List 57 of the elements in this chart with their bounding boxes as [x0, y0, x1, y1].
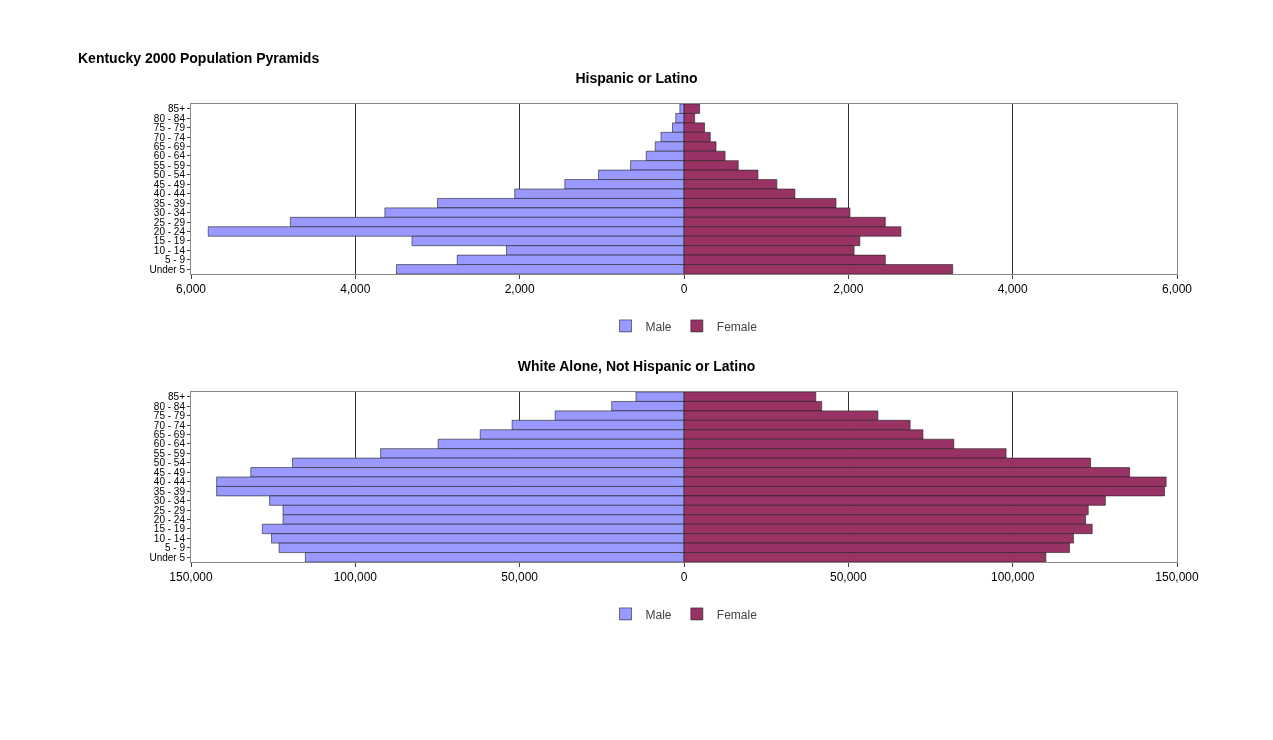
chart-title: White Alone, Not Hispanic or Latino [517, 357, 756, 374]
y-tick-label: 5 - 9 [164, 254, 186, 266]
y-tick-label: 15 - 19 [153, 235, 186, 247]
y-tick-label: Under 5 [149, 263, 186, 275]
y-tick-label: 25 - 29 [153, 504, 186, 516]
y-tick-label: 20 - 24 [153, 514, 186, 525]
y-tick-label: 25 - 29 [153, 216, 186, 228]
y-tick-label: 55 - 59 [153, 447, 186, 459]
y-tick-label: 40 - 44 [153, 476, 186, 488]
y-tick-label: 50 - 54 [153, 169, 186, 181]
y-tick-label: 85+ [168, 103, 186, 115]
legend-label: Female [716, 607, 758, 622]
chart-title: Kentucky 2000 Population Pyramids [78, 50, 320, 66]
y-tick-label: 35 - 39 [153, 197, 186, 209]
y-tick-label: 65 - 69 [153, 141, 186, 152]
y-tick-label: 10 - 14 [153, 532, 186, 544]
x-tick-label: 4,000 [997, 282, 1029, 297]
x-tick-label: 150,000 [1155, 570, 1200, 585]
x-tick-label: 6,000 [1161, 282, 1193, 297]
y-tick-label: 55 - 59 [153, 159, 186, 171]
legend-label: Female [716, 319, 758, 334]
x-tick-label: 50,000 [829, 570, 868, 585]
x-tick-label: 4,000 [340, 282, 371, 297]
y-tick-label: 15 - 19 [153, 523, 186, 535]
y-tick-label: 60 - 64 [153, 150, 186, 162]
y-tick-label: 65 - 69 [153, 429, 186, 440]
y-tick-label: 30 - 34 [153, 207, 186, 219]
y-tick-label: 20 - 24 [153, 226, 186, 237]
y-tick-label: 85+ [168, 391, 186, 403]
x-tick-label: 150,000 [169, 570, 214, 585]
chart-subtitle: Hispanic or Latino [575, 69, 698, 86]
x-tick-label: 2,000 [833, 282, 864, 297]
y-tick-label: 40 - 44 [153, 188, 186, 200]
y-tick-label: 60 - 64 [153, 438, 186, 450]
y-tick-label: 45 - 49 [153, 466, 186, 478]
x-tick-label: 2,000 [504, 282, 536, 297]
legend-label: Male [645, 319, 672, 334]
y-tick-label: 50 - 54 [153, 457, 186, 469]
y-tick-label: 80 - 84 [153, 112, 186, 124]
y-tick-label: 30 - 34 [153, 495, 186, 507]
y-tick-label: 45 - 49 [153, 178, 186, 190]
x-tick-label: 6,000 [175, 282, 207, 297]
y-tick-label: 10 - 14 [153, 244, 186, 256]
x-tick-label: 0 [680, 282, 688, 297]
y-tick-label: 35 - 39 [153, 485, 186, 497]
y-tick-label: 5 - 9 [164, 542, 186, 554]
y-tick-label: 70 - 74 [153, 131, 186, 143]
x-tick-label: 0 [680, 570, 688, 585]
x-tick-label: 100,000 [333, 570, 378, 585]
y-tick-label: 80 - 84 [153, 400, 186, 412]
legend-label: Male [645, 607, 672, 622]
y-tick-label: 75 - 79 [153, 122, 186, 134]
y-tick-label: 70 - 74 [153, 419, 186, 431]
y-tick-label: 75 - 79 [153, 410, 186, 422]
y-tick-label: Under 5 [149, 551, 186, 563]
x-tick-label: 50,000 [501, 570, 539, 585]
x-tick-label: 100,000 [990, 570, 1035, 585]
